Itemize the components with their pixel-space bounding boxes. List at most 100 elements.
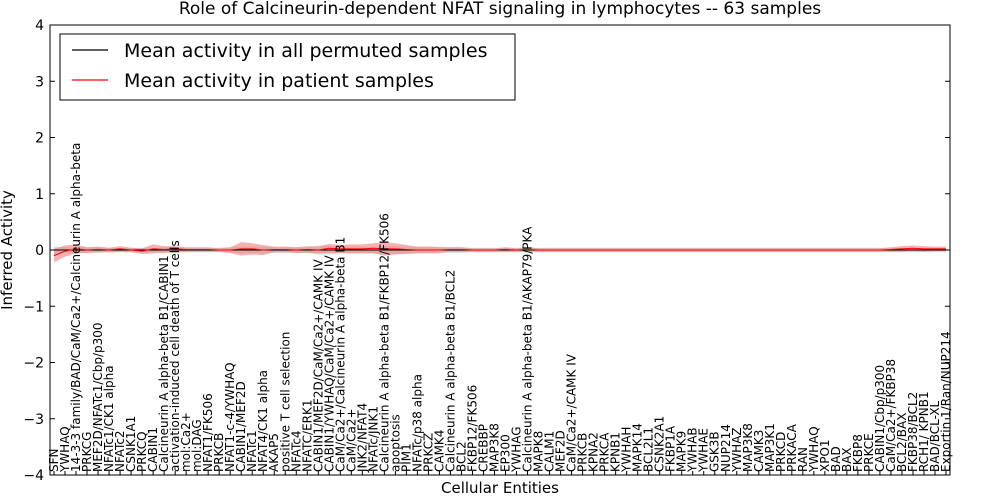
chart-title: Role of Calcineurin-dependent NFAT signa… xyxy=(179,0,821,19)
category-label: MAPK14 xyxy=(631,423,645,472)
y-tick-label: −1 xyxy=(23,299,44,315)
category-label: PRKCB xyxy=(576,433,590,472)
category-label: NFATc/JNK1 xyxy=(366,406,380,472)
category-label: CAMK4 xyxy=(432,430,446,472)
category-label: NFATC/ERK1 xyxy=(300,399,314,472)
category-label: PRKCB xyxy=(212,433,226,472)
category-label: BAX xyxy=(840,447,854,472)
category-label: NUP214 xyxy=(719,424,733,472)
category-label: YWHAH xyxy=(620,427,634,473)
category-label: AKAP5 xyxy=(267,433,281,472)
category-label: PRKCE xyxy=(862,433,876,472)
category-label: CSNK2A1 xyxy=(653,416,667,472)
y-tick-label: 4 xyxy=(35,18,44,34)
category-label: Exportin 1/Ran/NUP214 xyxy=(939,331,953,472)
legend-entry: Mean activity in all permuted samples xyxy=(124,40,487,62)
category-label: PRKCD xyxy=(774,432,788,472)
category-label: PRKCQ xyxy=(135,431,149,472)
category-label: XPO1 xyxy=(818,439,832,472)
legend: Mean activity in all permuted samples Mea… xyxy=(59,33,516,101)
category-label: NFATc1 xyxy=(245,430,259,472)
category-label: FKBP38/BCL2 xyxy=(906,392,920,472)
category-label: Calcineurin A alpha-beta B1/AKAP79/PKA xyxy=(521,226,535,472)
category-label: MEF2D xyxy=(554,430,568,472)
category-label: KPNB1 xyxy=(609,432,623,472)
category-label: MAPK9 xyxy=(675,431,689,472)
category-label: CABIN1/YWHAQ/CaM/Ca2+/CAMK IV xyxy=(322,255,336,472)
category-label: CABIN1 xyxy=(146,427,160,472)
category-label: FKBP8 xyxy=(851,434,865,472)
category-label: NFATc/p38 alpha xyxy=(410,374,424,472)
category-label: CaM/Ca2+/CAMK IV xyxy=(565,353,579,472)
category-label: PRKCA xyxy=(598,432,612,472)
category-label: CaM/Ca2+/Calcineurin A alpha-beta B1 xyxy=(333,237,347,472)
category-label: BCL2 xyxy=(454,441,468,472)
y-tick-label: 3 xyxy=(35,74,44,90)
category-label: FKBP12/FK506 xyxy=(465,385,479,472)
category-label: PIM1 xyxy=(399,443,413,472)
category-label: NFAT4/CK1 alpha xyxy=(256,370,270,472)
series-line-1 xyxy=(53,247,946,257)
category-label: YWHAG xyxy=(510,426,524,473)
category-label: 14-3-3 family/BAD/CaM/Ca2+/Calcineurin A… xyxy=(69,143,83,472)
y-tick-label: 0 xyxy=(35,243,44,259)
category-label: MAP3K1 xyxy=(763,423,777,472)
category-label: BAD/BCL-XL xyxy=(928,400,942,472)
y-tick-label: −3 xyxy=(23,412,44,428)
category-label: YWHAQ xyxy=(807,426,821,473)
category-label: MAP3K8 xyxy=(487,423,501,472)
category-label: PRKACA xyxy=(785,423,799,472)
y-tick-label: 2 xyxy=(35,131,44,147)
category-label: BCL2L1 xyxy=(642,427,656,472)
category-label: CABIN1/Cbp/p300 xyxy=(873,365,887,472)
category-label: NFAT1-c-4/YWHAQ xyxy=(223,362,237,472)
legend-entry: Mean activity in patient samples xyxy=(124,70,434,92)
category-label: EP300 xyxy=(499,434,513,472)
category-label: BCL2/BAX xyxy=(895,413,909,472)
category-label: NFAT1/FK506 xyxy=(201,393,215,472)
category-label: mol:Ca2+ xyxy=(179,412,193,472)
category-label: GSK3B xyxy=(708,431,722,472)
category-label: KPNA2 xyxy=(587,432,601,472)
category-label: MAP3K8 xyxy=(741,423,755,472)
category-label: CaM/Ca2+ xyxy=(344,408,358,472)
category-label: apoptosis xyxy=(388,414,402,472)
category-label: FKBP1A xyxy=(664,425,678,472)
category-label: PRKCG xyxy=(80,432,94,472)
series-band-1 xyxy=(54,242,946,263)
category-label: RCH1/ KPNB1 xyxy=(917,391,931,472)
x-axis-label: Cellular Entities xyxy=(441,479,559,497)
category-label: PRKCZ xyxy=(421,433,435,472)
category-label: CaM/Ca2+/FKBP38 xyxy=(884,359,898,472)
category-label: Calcineurin A alpha-beta B1/BCL2 xyxy=(443,270,457,472)
legend-box xyxy=(59,33,516,101)
category-label: NFATc1/CK1 alpha xyxy=(102,365,116,472)
category-label: mol:DAG xyxy=(190,419,204,472)
category-label: CABIN1/MEF2D xyxy=(234,381,248,472)
category-label: YWHAZ xyxy=(730,427,744,473)
category-label: activation-induced cell death of T cells xyxy=(168,240,182,472)
category-label: CAMK3 xyxy=(752,430,766,472)
category-label: RAN xyxy=(796,447,810,472)
category-label: JNK2/NFAT4 xyxy=(355,403,369,473)
y-tick-label: −2 xyxy=(23,356,44,372)
category-label: CSNK1A1 xyxy=(124,416,138,472)
y-tick-label: 1 xyxy=(35,187,44,203)
category-label: MAPK8 xyxy=(532,431,546,472)
category-label: Calcineurin A alpha-beta B1/FKBP12/FK506 xyxy=(377,213,391,472)
category-label: CREBBP xyxy=(476,424,490,472)
category-label: NFATc2 xyxy=(113,430,127,472)
category-label: CABIN1/MEF2D/CaM/Ca2+/CAMK IV xyxy=(311,258,325,472)
category-label: Calcineurin A alpha-beta B1/CABIN1 xyxy=(157,255,171,472)
category-label: YWHAQ xyxy=(58,426,72,473)
category-label: CALM1 xyxy=(543,431,557,472)
category-label: YWHAB xyxy=(686,427,700,473)
category-label: BAD xyxy=(829,446,843,472)
y-axis-label: Inferred Activity xyxy=(0,190,16,310)
category-label: YWHAE xyxy=(697,428,711,473)
y-tick-label: −4 xyxy=(23,468,44,484)
category-label: MEF2D/NFATc1/Cbp/p300 xyxy=(91,322,105,472)
category-label: NFATc4 xyxy=(289,430,303,472)
category-label: positive T cell selection xyxy=(278,332,292,472)
